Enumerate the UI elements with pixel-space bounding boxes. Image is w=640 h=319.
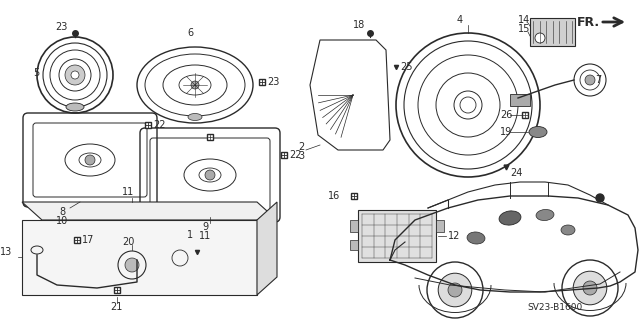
- Bar: [436, 220, 444, 232]
- Ellipse shape: [467, 232, 485, 244]
- Text: 11: 11: [199, 231, 211, 241]
- Text: 23: 23: [267, 77, 280, 87]
- Text: 17: 17: [82, 235, 94, 245]
- Ellipse shape: [188, 114, 202, 121]
- Polygon shape: [22, 202, 277, 220]
- Ellipse shape: [66, 103, 84, 111]
- Bar: [350, 220, 358, 232]
- Ellipse shape: [529, 127, 547, 137]
- Text: 20: 20: [122, 237, 134, 247]
- Text: 15: 15: [518, 24, 531, 34]
- Circle shape: [427, 262, 483, 318]
- Text: 3: 3: [298, 151, 304, 161]
- Ellipse shape: [499, 211, 521, 225]
- Text: 24: 24: [510, 168, 522, 178]
- Text: 16: 16: [328, 191, 340, 201]
- Circle shape: [65, 65, 85, 85]
- Text: 10: 10: [56, 216, 68, 226]
- Bar: [350, 240, 358, 250]
- Bar: [530, 18, 575, 46]
- Text: SV23-B1600: SV23-B1600: [527, 303, 582, 313]
- Circle shape: [583, 281, 597, 295]
- Ellipse shape: [536, 210, 554, 220]
- Text: 25: 25: [400, 62, 413, 72]
- Text: 26: 26: [500, 110, 513, 120]
- Text: 8: 8: [59, 207, 65, 217]
- Text: FR.: FR.: [577, 16, 600, 28]
- Circle shape: [562, 260, 618, 316]
- Circle shape: [191, 81, 199, 89]
- Bar: [22, 220, 257, 295]
- Text: 13: 13: [0, 247, 12, 257]
- Text: 9: 9: [202, 222, 208, 232]
- Circle shape: [460, 97, 476, 113]
- Circle shape: [85, 155, 95, 165]
- Text: 7: 7: [595, 75, 601, 85]
- Text: 5: 5: [33, 68, 39, 78]
- Circle shape: [585, 75, 595, 85]
- Text: 21: 21: [110, 302, 122, 312]
- Polygon shape: [257, 202, 277, 295]
- Text: 19: 19: [500, 127, 512, 137]
- Circle shape: [596, 194, 604, 202]
- Circle shape: [125, 258, 139, 272]
- Bar: [510, 94, 530, 106]
- Ellipse shape: [561, 225, 575, 235]
- Circle shape: [573, 271, 607, 305]
- Text: 11: 11: [122, 187, 134, 197]
- Circle shape: [535, 33, 545, 43]
- Text: 22: 22: [289, 150, 301, 160]
- Text: 6: 6: [187, 28, 193, 38]
- Circle shape: [448, 283, 462, 297]
- FancyBboxPatch shape: [358, 210, 436, 262]
- Text: 23: 23: [55, 22, 67, 32]
- Circle shape: [438, 273, 472, 307]
- Text: 12: 12: [448, 231, 460, 241]
- Text: 4: 4: [457, 15, 463, 25]
- Text: 14: 14: [518, 15, 531, 25]
- Text: 18: 18: [353, 20, 365, 30]
- Circle shape: [205, 170, 215, 180]
- Circle shape: [71, 71, 79, 79]
- Text: 1: 1: [187, 230, 193, 240]
- Text: 2: 2: [298, 142, 304, 152]
- Text: 22: 22: [153, 120, 166, 130]
